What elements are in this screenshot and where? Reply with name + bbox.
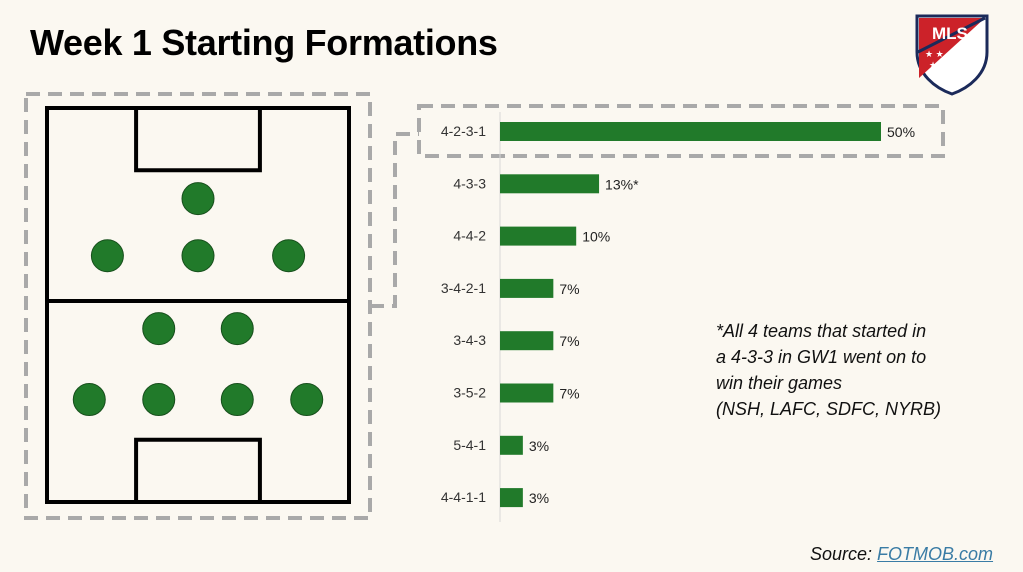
player-marker [290,383,324,417]
svg-text:MLS: MLS [932,24,968,43]
source-prefix: Source: [810,544,878,564]
player-marker [181,182,215,216]
category-label: 3-4-2-1 [441,280,486,296]
category-label: 4-2-3-1 [441,123,486,139]
value-label: 50% [887,124,915,140]
source-credit: Source: FOTMOB.com [810,544,993,565]
player-marker [220,312,254,346]
player-marker [90,239,124,273]
player-marker [220,383,254,417]
highlight-callout [24,92,945,520]
bar-3-4-2-1 [500,278,554,298]
bar-5-4-1 [500,435,523,455]
player-marker [181,239,215,273]
bar-3-4-3 [500,331,554,351]
value-label: 10% [582,229,610,245]
footnote-line-2: a 4-3-3 in GW1 went on to [716,347,927,367]
player-marker [142,312,176,346]
bar-chart: 4-2-3-1 50% 4-3-3 13%* 4-4-2 10% 3-4-2-1 7% 3-4-… [441,112,915,522]
category-label: 4-3-3 [453,175,486,191]
bar-highlight-frame [417,104,945,158]
bar-4-4-2 [500,226,577,246]
svg-text:★: ★ [929,60,937,70]
footnote-line-1: *All 4 teams that started in [716,321,927,341]
category-label: 4-4-1-1 [441,489,486,505]
footnote-line-3: win their games [716,373,843,393]
player-marker [142,383,176,417]
player-marker [72,383,106,417]
value-label: 3% [529,490,549,506]
value-label: 7% [559,386,579,402]
callout-connector [370,132,419,308]
footnote-line-4: (NSH, LAFC, SDFC, NYRB) [716,399,942,419]
pitch-outline [45,106,351,504]
footnote: *All 4 teams that started in a 4-3-3 in … [716,318,1006,422]
value-label: 3% [529,438,549,454]
top-penalty-box [134,106,262,173]
source-link[interactable]: FOTMOB.com [877,544,994,564]
bottom-penalty-box [134,437,262,504]
bar-4-4-1-1 [500,488,523,508]
category-label: 3-5-2 [453,385,486,401]
player-marker [272,239,306,273]
value-label: 7% [559,281,579,297]
bar-3-5-2 [500,383,554,403]
category-label: 3-4-3 [453,332,486,348]
category-label: 5-4-1 [453,437,486,453]
category-label: 4-4-2 [453,228,486,244]
value-label: 7% [559,333,579,349]
chart-title: Week 1 Starting Formations [30,22,498,63]
mls-logo-icon: MLS ★ ★ ★ ★ [915,14,989,96]
svg-text:★ ★ ★: ★ ★ ★ [925,49,954,59]
bar-4-3-3 [500,174,600,194]
bar-4-2-3-1 [500,122,881,141]
formation-pitch [45,106,351,504]
value-label: 13%* [605,176,639,192]
